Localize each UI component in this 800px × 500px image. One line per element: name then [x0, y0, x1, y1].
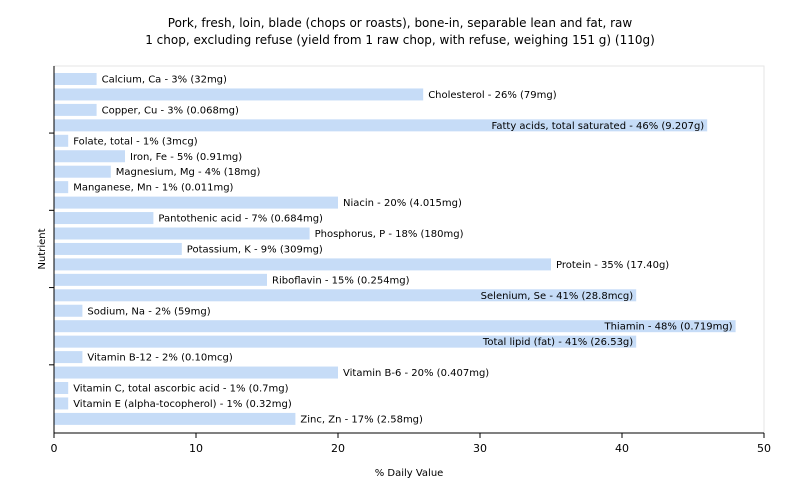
- bar-label: Copper, Cu - 3% (0.068mg): [102, 105, 239, 116]
- bar: [54, 119, 708, 132]
- bar-label: Fatty acids, total saturated - 46% (9.20…: [492, 121, 705, 132]
- y-axis-title: Nutrient: [37, 228, 48, 269]
- bar-label: Zinc, Zn - 17% (2.58mg): [300, 414, 423, 425]
- x-ticks-group: 0 10 20 30 40 50: [51, 433, 771, 455]
- bars-group: Calcium, Ca - 3% (32mg) Cholesterol - 26%…: [54, 73, 736, 425]
- chart-title: Pork, fresh, loin, blade (chops or roast…: [168, 16, 633, 30]
- bar: [54, 227, 310, 240]
- bar-label: Manganese, Mn - 1% (0.011mg): [73, 183, 233, 194]
- bar: [54, 289, 637, 302]
- bar: [54, 351, 83, 364]
- bar-label: Thiamin - 48% (0.719mg): [603, 322, 732, 333]
- bar: [54, 320, 736, 333]
- bar: [54, 103, 97, 116]
- bar: [54, 134, 69, 147]
- bar: [54, 412, 296, 425]
- bar-label: Folate, total - 1% (3mcg): [73, 136, 198, 147]
- bar-label: Selenium, Se - 41% (28.8mcg): [481, 291, 634, 302]
- bar-label: Iron, Fe - 5% (0.91mg): [130, 152, 242, 163]
- bar: [54, 273, 267, 286]
- bar: [54, 382, 69, 394]
- x-tick-label: 20: [331, 442, 345, 455]
- bar: [54, 366, 338, 379]
- x-tick-label: 0: [51, 442, 58, 455]
- bar-label: Total lipid (fat) - 41% (26.53g): [482, 337, 633, 348]
- bar-label: Pantothenic acid - 7% (0.684mg): [158, 214, 323, 225]
- bar-label: Potassium, K - 9% (309mg): [187, 244, 323, 255]
- bar: [54, 73, 97, 85]
- bar-label: Phosphorus, P - 18% (180mg): [315, 229, 464, 240]
- x-axis-title: % Daily Value: [375, 468, 444, 479]
- bar-label: Calcium, Ca - 3% (32mg): [102, 75, 227, 86]
- bar-label: Vitamin E (alpha-tocopherol) - 1% (0.32m…: [73, 399, 292, 410]
- axes-group: [49, 66, 764, 434]
- chart-subtitle: 1 chop, excluding refuse (yield from 1 r…: [145, 33, 655, 47]
- bar: [54, 242, 182, 255]
- bar: [54, 212, 154, 225]
- bar-label: Riboflavin - 15% (0.254mg): [272, 275, 410, 286]
- bar: [54, 304, 83, 317]
- bar-label: Vitamin B-6 - 20% (0.407mg): [343, 368, 489, 379]
- bar: [54, 150, 125, 163]
- bar: [54, 181, 69, 194]
- bar-label: Vitamin B-12 - 2% (0.10mcg): [87, 353, 232, 364]
- bar: [54, 258, 551, 271]
- bar-label: Vitamin C, total ascorbic acid - 1% (0.7…: [73, 384, 288, 395]
- x-tick-label: 40: [615, 442, 629, 455]
- bar: [54, 335, 637, 348]
- bar-label: Niacin - 20% (4.015mg): [343, 198, 462, 209]
- bar-label: Protein - 35% (17.40g): [556, 260, 669, 271]
- bar-label: Magnesium, Mg - 4% (18mg): [116, 167, 261, 178]
- bar: [54, 397, 69, 410]
- bar: [54, 165, 111, 178]
- x-tick-label: 30: [473, 442, 487, 455]
- bar-label: Cholesterol - 26% (79mg): [428, 90, 557, 101]
- x-tick-label: 50: [757, 442, 771, 455]
- bar-label: Sodium, Na - 2% (59mg): [87, 306, 210, 317]
- bar: [54, 88, 424, 101]
- bar: [54, 196, 338, 209]
- x-tick-label: 10: [189, 442, 203, 455]
